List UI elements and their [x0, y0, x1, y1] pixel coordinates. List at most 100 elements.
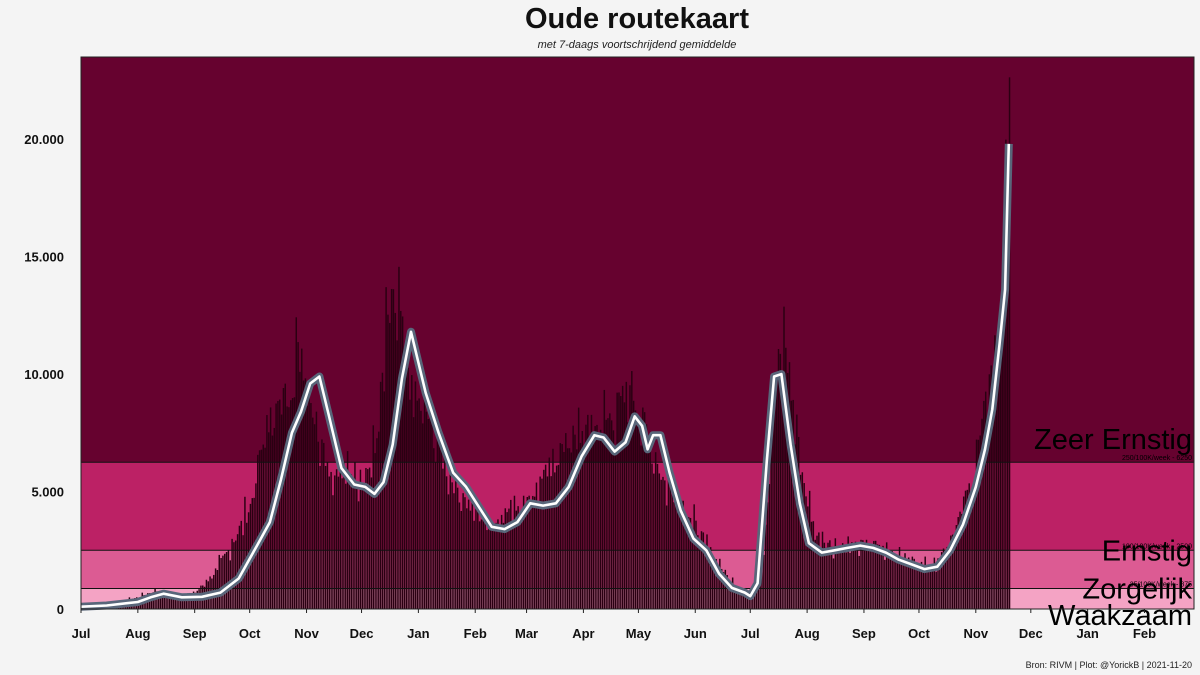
daily-bar — [1003, 209, 1005, 609]
daily-bar — [236, 534, 239, 609]
daily-bar — [324, 465, 327, 609]
daily-bar — [546, 476, 549, 609]
daily-bar — [372, 425, 375, 609]
daily-bar — [814, 539, 816, 609]
daily-bar — [592, 434, 595, 609]
daily-bar — [552, 448, 554, 609]
daily-bar — [728, 580, 730, 609]
daily-bar — [847, 536, 849, 609]
daily-bar — [548, 457, 551, 609]
daily-bar — [378, 431, 380, 609]
daily-bar — [821, 531, 824, 609]
daily-bar — [825, 547, 827, 609]
x-tick-label: May — [626, 626, 652, 641]
daily-bar — [361, 482, 364, 609]
daily-bar — [984, 391, 987, 609]
daily-bar — [1006, 164, 1009, 610]
daily-bar — [697, 535, 699, 609]
daily-bar — [836, 546, 838, 609]
daily-bar — [337, 476, 340, 609]
daily-bar — [350, 474, 353, 609]
daily-bar — [477, 507, 479, 609]
daily-bar — [231, 538, 233, 609]
source-credit: Bron: RIVM | Plot: @YorickB | 2021-11-20 — [1025, 660, 1192, 670]
daily-bar — [161, 593, 164, 609]
daily-bar — [889, 555, 892, 609]
daily-bar — [631, 371, 633, 609]
daily-bar — [860, 539, 862, 609]
daily-bar — [310, 403, 312, 609]
daily-bar — [486, 530, 488, 609]
x-tick-label: Nov — [964, 626, 989, 641]
daily-bar — [623, 402, 626, 609]
daily-bar — [466, 508, 468, 609]
daily-bar — [535, 482, 538, 609]
daily-bar — [708, 547, 710, 609]
daily-bar — [737, 587, 739, 609]
y-tick-label: 20.000 — [24, 132, 64, 147]
daily-bar — [181, 595, 184, 609]
daily-bar — [244, 496, 246, 609]
daily-bar — [174, 595, 176, 609]
daily-bar — [664, 480, 666, 609]
daily-bar — [598, 440, 600, 609]
daily-bar — [427, 419, 430, 609]
daily-bar — [330, 471, 332, 609]
daily-bar — [706, 534, 708, 609]
daily-bar — [291, 398, 294, 609]
daily-bar — [698, 540, 701, 609]
daily-bar — [907, 557, 910, 609]
daily-bar — [684, 514, 686, 609]
daily-bar — [979, 435, 981, 609]
daily-bar — [407, 367, 409, 609]
daily-bar — [933, 557, 936, 609]
daily-bar — [308, 382, 310, 609]
daily-bar — [346, 451, 349, 609]
daily-bar — [462, 493, 464, 609]
x-tick-label: Mar — [515, 626, 538, 641]
x-tick-label: Dec — [1019, 626, 1043, 641]
daily-bar — [711, 560, 714, 609]
daily-bar — [939, 558, 941, 609]
daily-bar — [667, 469, 670, 609]
daily-bar — [170, 595, 173, 609]
daily-bar — [411, 375, 413, 609]
daily-bar — [301, 348, 303, 609]
daily-bar — [799, 474, 802, 609]
daily-bar — [400, 310, 402, 609]
daily-bar — [482, 519, 485, 609]
daily-bar — [515, 510, 518, 609]
daily-bar — [299, 371, 301, 609]
daily-bar — [896, 556, 899, 609]
zone-label-ernstig: Ernstig — [1102, 535, 1192, 567]
daily-bar — [345, 483, 347, 609]
daily-bar — [610, 420, 613, 609]
daily-bar — [612, 430, 615, 609]
daily-bar — [746, 591, 749, 609]
daily-bar — [966, 489, 969, 609]
chart-subtitle: met 7-daags voortschrijdend gemiddelde — [537, 39, 737, 51]
daily-bar — [394, 312, 397, 609]
daily-bar — [533, 496, 536, 609]
daily-bar — [605, 419, 607, 609]
daily-bar — [970, 495, 972, 609]
daily-bar — [458, 502, 461, 609]
daily-bar — [282, 388, 285, 609]
daily-bar — [693, 504, 695, 609]
daily-bar — [464, 497, 466, 609]
daily-bar — [284, 383, 286, 609]
daily-bar — [713, 559, 716, 609]
daily-bar — [414, 381, 417, 609]
zone-band-3 — [81, 57, 1194, 463]
daily-bar — [812, 521, 815, 609]
daily-bar — [988, 374, 991, 609]
daily-bar — [491, 524, 494, 609]
daily-bar — [805, 496, 807, 609]
daily-bar — [304, 378, 307, 609]
daily-bar — [731, 577, 734, 609]
daily-bar — [489, 528, 492, 609]
daily-bar — [686, 518, 688, 609]
x-tick-label: Dec — [350, 626, 374, 641]
daily-bar — [772, 394, 774, 609]
daily-bar — [915, 566, 917, 609]
